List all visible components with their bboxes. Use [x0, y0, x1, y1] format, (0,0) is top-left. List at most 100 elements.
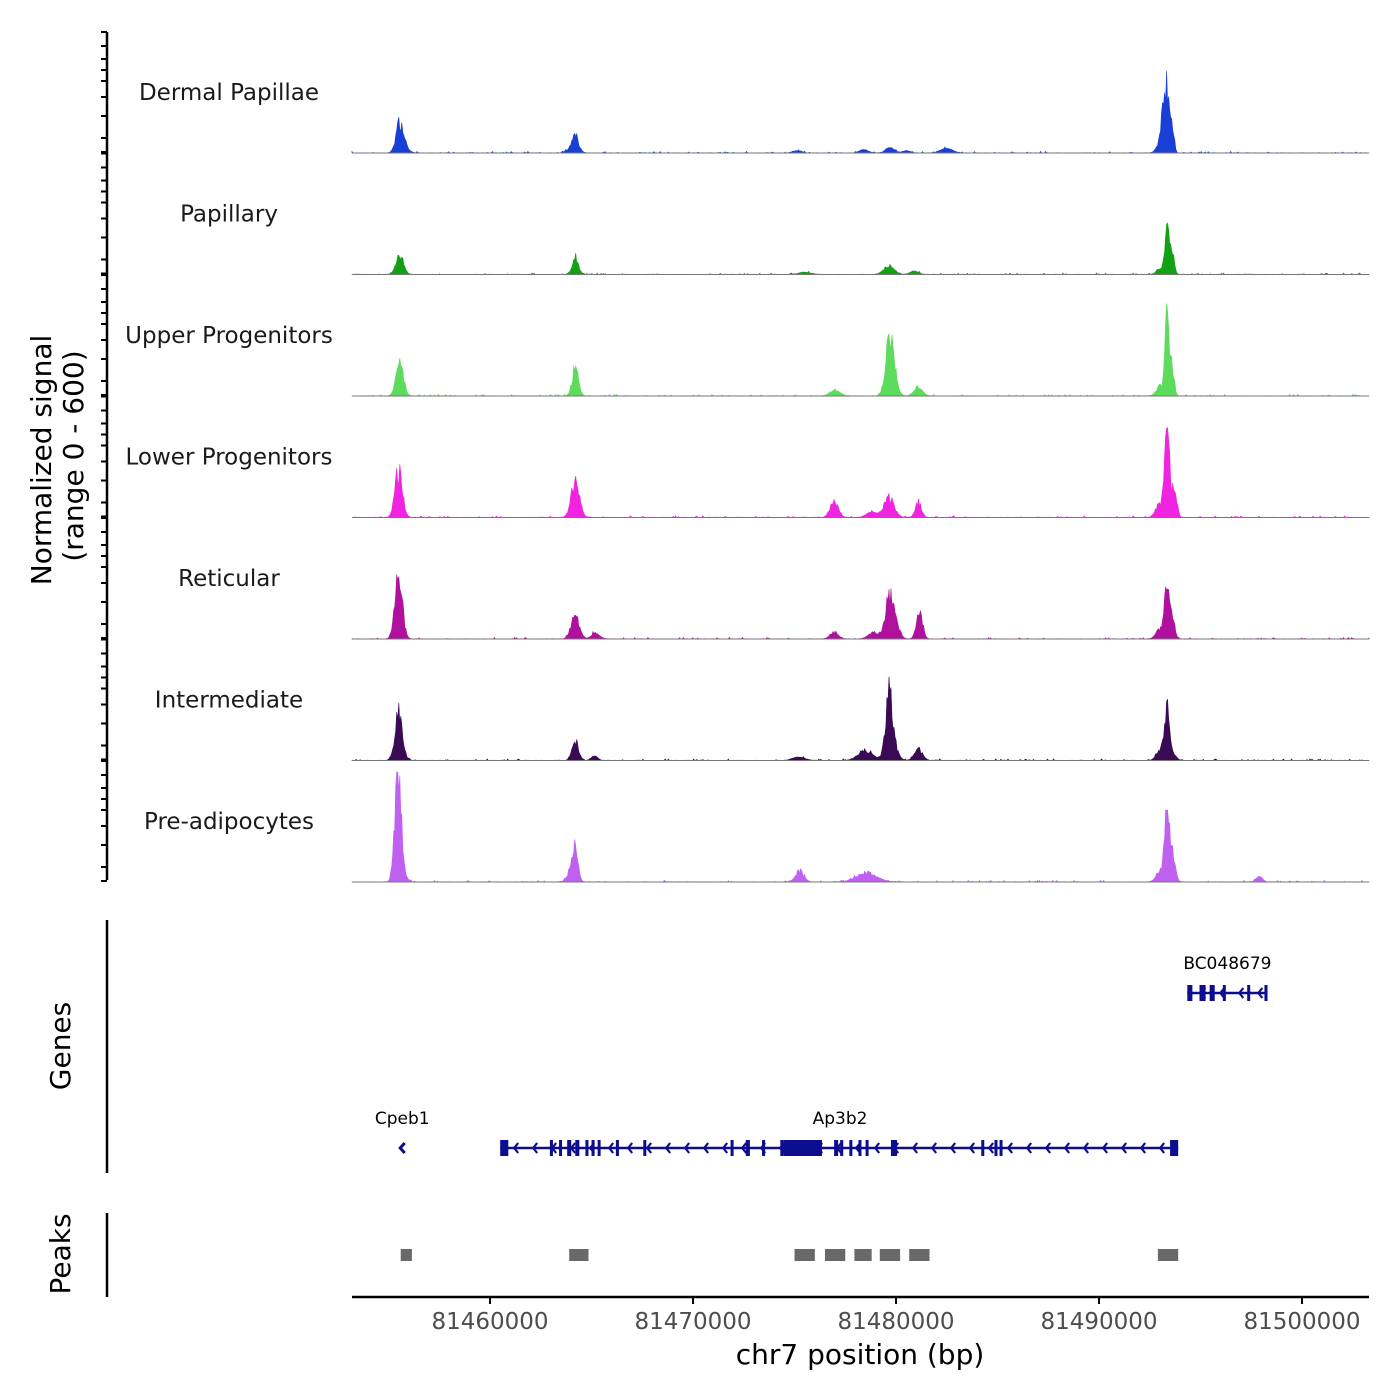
strand-arrow [1139, 1142, 1147, 1154]
exon [585, 1140, 589, 1156]
exon [615, 1140, 619, 1156]
strand-arrow [949, 1142, 957, 1154]
strand-arrow [911, 1142, 919, 1154]
strand-arrow [1237, 987, 1245, 999]
strand-arrow [721, 1142, 729, 1154]
x-tick-label: 81480000 [837, 1309, 954, 1335]
coverage-tracks: Dermal Papillae Papillary Upper Progenitor… [125, 70, 1370, 883]
exon [559, 1140, 563, 1156]
strand-arrow [987, 1142, 995, 1154]
genes-panel-title: Genes [44, 1002, 77, 1090]
signal-area [351, 771, 1370, 883]
peak-region [854, 1249, 872, 1261]
exon [890, 1140, 898, 1156]
gene-cpeb1: Cpeb1 [375, 1109, 430, 1155]
exon [1209, 985, 1215, 1001]
x-tick-label: 81470000 [634, 1309, 751, 1335]
peak-track [400, 1249, 1179, 1261]
peak-region [400, 1249, 412, 1261]
x-axis-title: chr7 position (bp) [736, 1338, 985, 1371]
strand-arrow [607, 1142, 615, 1154]
exon [597, 1140, 601, 1156]
y-axis-title-line-2: (range 0 - 600) [57, 350, 90, 561]
signal-area [351, 303, 1370, 397]
peak-region [824, 1249, 846, 1261]
strand-arrow [531, 1142, 539, 1154]
strand-arrow [1025, 1142, 1033, 1154]
strand-arrow [512, 1142, 520, 1154]
signal-area [351, 222, 1370, 275]
peak-region [1157, 1249, 1179, 1261]
gene-label: Cpeb1 [375, 1109, 430, 1129]
track-label: Papillary [180, 202, 278, 228]
strand-arrow [1063, 1142, 1071, 1154]
exon [780, 1140, 784, 1156]
signal-area [351, 676, 1370, 762]
track-label: Pre-adipocytes [144, 809, 314, 835]
strand-arrow [873, 1142, 881, 1154]
track-label: Intermediate [155, 688, 303, 714]
exon [858, 1140, 862, 1156]
exon [834, 1140, 839, 1156]
exon [500, 1140, 509, 1156]
strand-arrow [1044, 1142, 1052, 1154]
x-tick-label: 81500000 [1243, 1309, 1360, 1335]
strand-arrow [683, 1142, 691, 1154]
strand-arrow [1158, 1142, 1166, 1154]
exon [840, 1140, 844, 1156]
exon [1222, 985, 1226, 1001]
coverage-y-axis [101, 31, 109, 882]
track-upper-progenitors: Upper Progenitors [125, 303, 1370, 397]
exon [745, 1140, 750, 1156]
gene-label: BC048679 [1183, 954, 1271, 974]
track-pre-adipocytes: Pre-adipocytes [144, 771, 1370, 883]
exon [783, 1140, 822, 1156]
strand-arrow [968, 1142, 976, 1154]
strand-arrow [664, 1142, 672, 1154]
exon [999, 1140, 1003, 1156]
strand-arrow [1006, 1142, 1014, 1154]
gene-bc048679: BC048679 [1183, 954, 1271, 1001]
strand-arrow [740, 1142, 748, 1154]
exon [1170, 1140, 1179, 1156]
gene-track: BC048679 Cpeb1 Ap3b2 [375, 954, 1271, 1156]
signal-area [351, 427, 1370, 519]
x-axis: 81460000 81470000 81480000 81490000 81500000 [352, 1295, 1369, 1335]
exon [1264, 985, 1268, 1001]
y-axis-title-line-1: Normalized signal [25, 335, 58, 586]
peak-region [909, 1249, 930, 1261]
strand-arrow [1101, 1142, 1109, 1154]
strand-arrow [398, 1141, 406, 1155]
exon [1247, 985, 1251, 1001]
strand-arrow [645, 1142, 653, 1154]
exon [549, 1140, 553, 1156]
strand-arrow [702, 1142, 710, 1154]
x-tick-label: 81460000 [431, 1309, 548, 1335]
strand-arrow [930, 1142, 938, 1154]
track-reticular: Reticular [178, 566, 1370, 640]
exon [567, 1140, 572, 1156]
track-dermal-papillae: Dermal Papillae [139, 70, 1370, 154]
signal-area [351, 574, 1370, 640]
exon [1187, 985, 1193, 1001]
peak-region [794, 1249, 815, 1261]
track-label: Upper Progenitors [125, 323, 333, 349]
track-papillary: Papillary [180, 202, 1370, 275]
exon [575, 1140, 580, 1156]
strand-arrow [626, 1142, 634, 1154]
track-label: Lower Progenitors [126, 445, 333, 471]
exon [643, 1140, 647, 1156]
peak-region [569, 1249, 589, 1261]
exon [730, 1140, 734, 1156]
exon [849, 1140, 853, 1156]
strand-arrow [1120, 1142, 1128, 1154]
gene-ap3b2: Ap3b2 [500, 1109, 1179, 1156]
exon [981, 1140, 985, 1156]
exon [762, 1140, 766, 1156]
strand-arrow [1256, 987, 1264, 999]
track-intermediate: Intermediate [155, 676, 1370, 762]
exon [994, 1140, 998, 1156]
gene-label: Ap3b2 [813, 1109, 868, 1129]
peaks-panel-title: Peaks [44, 1213, 77, 1294]
